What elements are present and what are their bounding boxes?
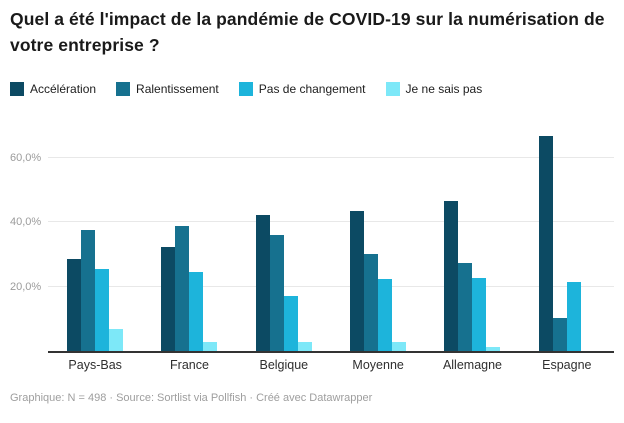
bar-group xyxy=(48,126,142,351)
y-axis-tick-label: 40,0% xyxy=(10,216,42,229)
y-axis-tick-label: 20,0% xyxy=(10,280,42,293)
bar xyxy=(566,281,581,351)
bar xyxy=(350,211,365,351)
x-axis-category-label: Allemagne xyxy=(442,358,503,372)
bar xyxy=(472,278,487,351)
bar xyxy=(109,329,124,351)
bar xyxy=(161,246,176,351)
chart-legend: Accélération Ralentissement Pas de changem… xyxy=(10,81,482,97)
chart-title: Quel a été l'impact de la pandémie de CO… xyxy=(10,9,605,55)
legend-item: Ralentissement xyxy=(116,81,219,97)
x-axis-line xyxy=(48,351,614,353)
bar xyxy=(297,342,312,351)
x-axis-category-label: France xyxy=(170,358,209,372)
bar xyxy=(175,226,190,351)
plot-area xyxy=(48,126,614,353)
y-axis-tick-label: 60,0% xyxy=(10,152,42,165)
x-axis-category-label: Belgique xyxy=(259,358,309,372)
legend-item: Pas de changement xyxy=(238,81,366,97)
gridline xyxy=(48,157,614,159)
bar-group xyxy=(520,126,614,351)
gridline xyxy=(48,285,614,287)
legend-item: Accélération xyxy=(10,81,96,97)
bar-group xyxy=(237,126,331,351)
bar-group xyxy=(425,126,519,351)
x-axis-labels: Pays-Bas France Belgique Moyenne Allemagne Es… xyxy=(48,357,614,373)
bar-group xyxy=(331,126,425,351)
y-axis: 20,0% 40,0% 60,0% xyxy=(10,126,46,351)
legend-label: Accélération xyxy=(30,82,97,96)
legend-swatch-icon xyxy=(10,82,24,96)
legend-label: Je ne sais pas xyxy=(405,82,483,96)
legend-label: Pas de changement xyxy=(258,82,366,96)
gridline xyxy=(48,221,614,223)
x-axis-category-label: Moyenne xyxy=(352,358,404,372)
legend-swatch-icon xyxy=(116,82,131,96)
bar xyxy=(203,342,218,351)
bar xyxy=(538,136,553,351)
bar xyxy=(392,342,407,351)
bar xyxy=(255,215,270,351)
bar xyxy=(189,271,204,351)
legend-item: Je ne sais pas xyxy=(385,81,483,97)
bar-group xyxy=(142,126,236,351)
bar xyxy=(486,346,501,351)
bar xyxy=(67,258,82,351)
bar xyxy=(378,279,393,351)
bar xyxy=(283,296,298,351)
legend-swatch-icon xyxy=(238,82,253,96)
bar xyxy=(269,234,284,351)
bar xyxy=(552,317,567,351)
bar xyxy=(81,229,96,351)
x-axis-category-label: Pays-Bas xyxy=(68,358,122,372)
x-axis-category-label: Espagne xyxy=(542,358,592,372)
bar xyxy=(458,262,473,351)
bar xyxy=(95,268,110,351)
bar xyxy=(444,200,459,351)
legend-label: Ralentissement xyxy=(136,82,219,96)
chart-footer: Graphique: N = 498 · Source: Sortlist vi… xyxy=(10,392,373,404)
bar-groups xyxy=(48,126,614,351)
legend-swatch-icon xyxy=(385,82,400,96)
bar xyxy=(364,254,379,351)
